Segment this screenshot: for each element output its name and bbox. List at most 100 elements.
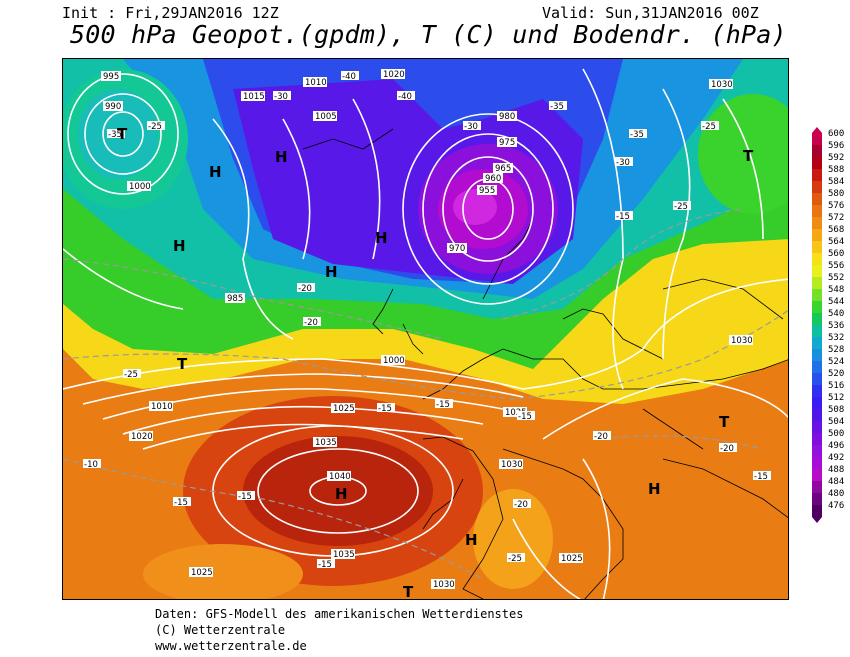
svg-text:-40: -40	[398, 92, 412, 102]
svg-text:1040: 1040	[329, 472, 351, 482]
legend-label: 484	[828, 477, 845, 487]
website-url: www.wetterzentrale.de	[155, 639, 307, 653]
svg-text:-25: -25	[124, 370, 138, 380]
legend-label: 476	[828, 501, 845, 511]
svg-text:975: 975	[499, 138, 515, 148]
legend-swatch	[812, 397, 822, 409]
legend-swatch	[812, 313, 822, 325]
legend-label: 576	[828, 201, 845, 211]
svg-text:-15: -15	[518, 412, 532, 422]
svg-text:H: H	[173, 237, 186, 255]
legend-label: 540	[828, 309, 845, 319]
svg-text:-20: -20	[720, 444, 734, 454]
weather-map: 995 990 1010 1005 1000 1015 1020 1025 10…	[62, 58, 789, 600]
svg-text:H: H	[648, 480, 661, 498]
svg-text:-15: -15	[436, 400, 450, 410]
legend-swatch	[812, 493, 822, 505]
svg-text:1025: 1025	[333, 404, 355, 414]
legend-label: 600	[828, 129, 845, 139]
legend-label: 596	[828, 141, 845, 151]
svg-text:-35: -35	[108, 130, 122, 140]
legend-swatch	[812, 349, 822, 361]
legend-swatch	[812, 253, 822, 265]
svg-text:-30: -30	[274, 92, 288, 102]
svg-text:1010: 1010	[305, 78, 327, 88]
valid-time: Valid: Sun,31JAN2016 00Z	[542, 4, 759, 22]
map-title: 500 hPa Geopot.(gpdm), T (C) und Bodendr…	[70, 20, 787, 49]
svg-text:1005: 1005	[315, 112, 337, 122]
svg-text:1020: 1020	[131, 432, 153, 442]
legend-label: 520	[828, 369, 845, 379]
svg-text:1025: 1025	[191, 568, 213, 578]
legend-label: 508	[828, 405, 845, 415]
legend-swatch	[812, 373, 822, 385]
legend-label: 480	[828, 489, 845, 499]
legend-swatch	[812, 181, 822, 193]
svg-text:-20: -20	[594, 432, 608, 442]
svg-text:-10: -10	[84, 460, 98, 470]
legend-label: 580	[828, 189, 845, 199]
legend-swatch	[812, 409, 822, 421]
legend-swatch	[812, 289, 822, 301]
legend-label: 516	[828, 381, 845, 391]
legend-swatch	[812, 229, 822, 241]
legend-swatch	[812, 217, 822, 229]
legend-swatch	[812, 445, 822, 457]
svg-text:1030: 1030	[501, 460, 523, 470]
legend-swatch	[812, 277, 822, 289]
legend-bottom-arrow	[812, 517, 822, 523]
legend-swatch	[812, 481, 822, 493]
legend-label: 512	[828, 393, 845, 403]
legend-swatch	[812, 133, 822, 145]
svg-text:T: T	[177, 355, 188, 373]
legend-swatch	[812, 469, 822, 481]
svg-text:-25: -25	[148, 122, 162, 132]
legend-label: 532	[828, 333, 845, 343]
legend-swatch	[812, 157, 822, 169]
svg-text:H: H	[375, 229, 388, 247]
svg-text:1030: 1030	[731, 336, 753, 346]
legend-swatch	[812, 145, 822, 157]
legend-label: 568	[828, 225, 845, 235]
legend-label: 592	[828, 153, 845, 163]
legend-swatch	[812, 241, 822, 253]
svg-text:-15: -15	[174, 498, 188, 508]
legend-swatch	[812, 325, 822, 337]
svg-text:T: T	[403, 583, 414, 600]
svg-text:H: H	[465, 531, 478, 549]
svg-text:1035: 1035	[333, 550, 355, 560]
svg-text:-15: -15	[238, 492, 252, 502]
svg-text:965: 965	[495, 164, 511, 174]
svg-text:-20: -20	[514, 500, 528, 510]
legend-label: 560	[828, 249, 845, 259]
svg-text:1000: 1000	[383, 356, 405, 366]
temperature-labels: -35 -25 -30 -40 -40 -35 -30 -35 -25 -30 …	[83, 71, 771, 570]
svg-text:1020: 1020	[383, 70, 405, 80]
svg-text:-15: -15	[754, 472, 768, 482]
svg-text:H: H	[275, 148, 288, 166]
svg-text:-25: -25	[508, 554, 522, 564]
svg-text:995: 995	[103, 72, 119, 82]
legend-label: 524	[828, 357, 845, 367]
svg-text:-35: -35	[550, 102, 564, 112]
svg-text:-25: -25	[702, 122, 716, 132]
svg-text:1015: 1015	[243, 92, 265, 102]
svg-text:985: 985	[227, 294, 243, 304]
legend-label: 548	[828, 285, 845, 295]
legend-label: 528	[828, 345, 845, 355]
legend-swatch	[812, 361, 822, 373]
pressure-centers: H H H H H H H H T T T T T	[117, 125, 754, 600]
svg-text:-20: -20	[298, 284, 312, 294]
legend-label: 544	[828, 297, 845, 307]
svg-text:990: 990	[105, 102, 121, 112]
init-time: Init : Fri,29JAN2016 12Z	[62, 4, 279, 22]
svg-text:970: 970	[449, 244, 465, 254]
legend-swatch	[812, 265, 822, 277]
legend-label: 588	[828, 165, 845, 175]
svg-text:H: H	[209, 163, 222, 181]
legend-label: 556	[828, 261, 845, 271]
legend-swatch	[812, 433, 822, 445]
legend-swatch	[812, 337, 822, 349]
svg-text:T: T	[719, 413, 730, 431]
svg-text:-25: -25	[674, 202, 688, 212]
